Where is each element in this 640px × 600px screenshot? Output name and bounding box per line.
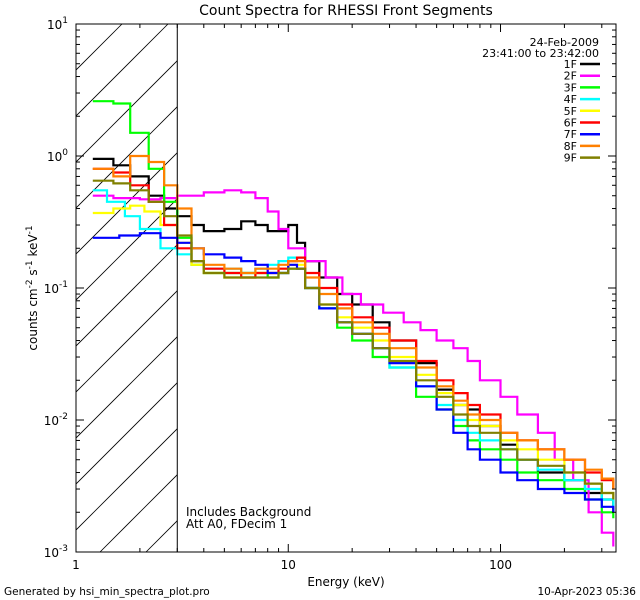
- x-axis-label: Energy (keV): [307, 575, 384, 589]
- x-tick-label: 10: [281, 558, 296, 572]
- series-line-7F: [92, 232, 615, 513]
- y-axis-label: counts cm-2 s-1 keV-1: [25, 225, 40, 350]
- series-group: [92, 100, 615, 547]
- hatch-line: [76, 336, 178, 439]
- y-label-sup: -1: [25, 260, 35, 269]
- hatched-region: [76, 24, 178, 552]
- generated-by-footer: Generated by hsi_min_spectra_plot.pro: [4, 586, 210, 598]
- chart-title: Count Spectra for RHESSI Front Segments: [199, 3, 493, 19]
- x-tick-label: 100: [489, 558, 512, 572]
- hatch-line: [76, 106, 178, 209]
- series-line-5F: [92, 204, 615, 500]
- x-tick-label: 1: [72, 558, 80, 572]
- x-axis-ticks: 1 10 100: [72, 24, 603, 572]
- y-tick-label: 100: [47, 148, 68, 164]
- date-label: 24-Feb-2009: [530, 36, 599, 49]
- timestamp-footer: 10-Apr-2023 05:36: [537, 586, 636, 598]
- series-line-2F: [92, 189, 615, 547]
- y-axis-ticks: 10-3 10-2 10-1 100 101: [44, 16, 616, 560]
- legend-label: 3F: [564, 81, 577, 94]
- y-tick-label: 101: [47, 16, 68, 32]
- legend-label: 5F: [564, 105, 577, 118]
- series-line-8F: [92, 154, 615, 489]
- annotation-background: Includes Background: [186, 505, 311, 519]
- hatch-line: [76, 382, 178, 485]
- legend-label: 6F: [564, 117, 577, 130]
- hatch-line: [76, 24, 169, 117]
- legend-label: 8F: [564, 140, 577, 153]
- hatch-line: [76, 428, 178, 531]
- y-label-part: s: [26, 269, 40, 279]
- hatch-line: [76, 60, 178, 163]
- y-tick-label: 10-3: [44, 544, 68, 560]
- y-label-part: counts cm: [26, 288, 40, 350]
- legend-label: 9F: [564, 152, 577, 165]
- legend-label: 2F: [564, 70, 577, 83]
- y-label-sup: -1: [25, 225, 35, 234]
- annotation-attenuator: Att A0, FDecim 1: [186, 517, 287, 531]
- legend-label: 1F: [564, 58, 577, 71]
- y-tick-label: 10-2: [44, 412, 68, 428]
- time-range-label: 23:41:00 to 23:42:00: [482, 47, 599, 60]
- y-label-sup: -2: [25, 279, 35, 288]
- legend-label: 7F: [564, 128, 577, 141]
- legend-label: 4F: [564, 93, 577, 106]
- hatch-line: [76, 244, 178, 347]
- y-tick-label: 10-1: [44, 280, 68, 296]
- hatch-line: [76, 198, 178, 301]
- y-label-part: keV: [26, 234, 40, 261]
